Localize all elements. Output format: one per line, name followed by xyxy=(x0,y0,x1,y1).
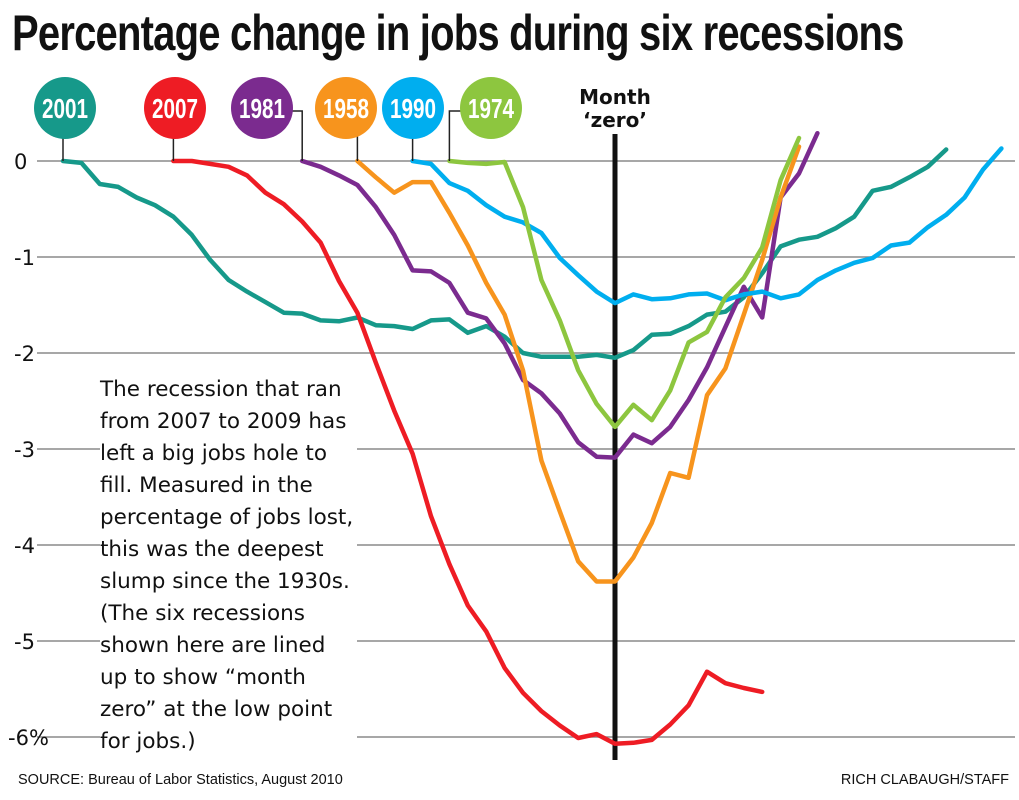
legend-badge-2007: 2007 xyxy=(144,77,206,161)
legend-label: 2001 xyxy=(42,93,88,124)
legend-connector xyxy=(448,110,461,161)
annotation-line: The recession that ran xyxy=(100,377,342,402)
legend-badge-1990: 1990 xyxy=(382,77,444,161)
series-1981 xyxy=(299,130,820,460)
y-tick-label: -4 xyxy=(14,534,35,558)
series-2007 xyxy=(171,158,765,746)
credit-note: RICH CLABAUGH/STAFF xyxy=(840,772,1009,788)
annotation-line: fill. Measured in the xyxy=(100,473,313,498)
month-zero-label-line2: ‘zero’ xyxy=(583,108,647,132)
annotation-line: for jobs.) xyxy=(100,729,196,754)
legend-circle xyxy=(382,77,444,139)
chart-title: Percentage change in jobs during six rec… xyxy=(12,5,904,61)
annotation-line: from 2007 to 2009 has xyxy=(100,409,347,434)
y-tick-label: -5 xyxy=(14,630,35,654)
y-tick-label: 0 xyxy=(14,150,27,174)
month-zero-label-line1: Month xyxy=(579,85,651,109)
series-line-1974 xyxy=(447,135,802,430)
annotation-line: (The six recessions xyxy=(100,601,305,626)
annotation-line: percentage of jobs lost, xyxy=(100,505,354,530)
annotation-line: up to show “month xyxy=(100,665,306,690)
series-lines xyxy=(60,130,1004,746)
legend-label: 1981 xyxy=(239,93,285,124)
series-1990 xyxy=(410,146,1004,306)
legend-connector xyxy=(292,110,303,161)
y-tick-label: -6% xyxy=(8,726,49,750)
series-line-2001 xyxy=(60,147,949,361)
series-line-1990 xyxy=(410,146,1004,306)
legend-label: 1990 xyxy=(390,93,436,124)
y-axis-tick-labels: 0 -1 -2 -3 -4 -5 -6% xyxy=(8,150,49,750)
legend-label: 1974 xyxy=(468,93,514,124)
legend-label: 2007 xyxy=(152,93,198,124)
legend-circle xyxy=(34,77,96,139)
annotation-line: shown here are lined xyxy=(100,633,326,658)
annotation-line: left a big jobs hole to xyxy=(100,441,327,466)
y-tick-label: -2 xyxy=(14,342,35,366)
legend-circle xyxy=(144,77,206,139)
legend-circle xyxy=(460,77,522,139)
y-tick-label: -1 xyxy=(14,246,35,270)
series-1974 xyxy=(447,135,802,430)
source-note: SOURCE: Bureau of Labor Statistics, Augu… xyxy=(18,772,343,788)
legend-label: 1958 xyxy=(323,93,369,124)
y-tick-label: -3 xyxy=(14,438,35,462)
legend-circle xyxy=(231,77,293,139)
month-zero-reference: Month ‘zero’ xyxy=(579,85,651,760)
annotation-line: zero” at the low point xyxy=(100,697,333,722)
annotation-line: slump since the 1930s. xyxy=(100,569,350,594)
legend-badge-1958: 1958 xyxy=(315,77,377,161)
legend-circle xyxy=(315,77,377,139)
legend-badge-2001: 2001 xyxy=(34,77,96,161)
series-1958 xyxy=(355,144,802,584)
legend-badge-1974: 1974 xyxy=(448,77,522,161)
annotation-text: The recession that ran from 2007 to 2009 … xyxy=(100,374,358,758)
series-2001 xyxy=(60,147,949,361)
legend-badge-1981: 1981 xyxy=(231,77,303,161)
annotation-line: this was the deepest xyxy=(100,537,324,562)
legend-badges: 2001 2007 1981 1958 1990 1974 xyxy=(34,77,522,161)
